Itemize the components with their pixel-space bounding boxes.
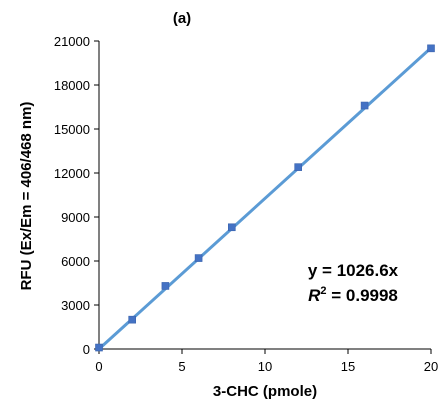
x-tick-label: 0 [95, 359, 102, 374]
r-squared-superscript: 2 [320, 285, 326, 297]
data-point [228, 223, 236, 232]
x-ticks: 0 5 10 15 20 [95, 349, 438, 374]
y-tick-label: 21000 [54, 34, 90, 49]
trendline-equation: y = 1026.6x [308, 261, 399, 280]
y-axis-title: RFU (Ex/Em = 406/468 nm) [18, 102, 35, 291]
data-point [427, 44, 435, 53]
x-tick-label: 20 [424, 359, 438, 374]
y-tick-label: 9000 [61, 210, 90, 225]
y-tick-label: 0 [83, 342, 90, 357]
data-point [194, 254, 203, 262]
x-tick-label: 5 [178, 359, 185, 374]
y-tick-label: 12000 [54, 166, 90, 181]
axes: 0 3000 6000 9000 12000 15000 18000 21000 0 5 10 15… [54, 34, 438, 374]
data-point [128, 315, 136, 324]
r-squared-symbol: R [308, 286, 321, 305]
panel-label: (a) [173, 10, 191, 27]
x-tick-label: 10 [258, 359, 272, 374]
r-squared-label: R2 = 0.9998 [308, 285, 398, 305]
trendline [97, 46, 433, 351]
data-point [95, 343, 103, 352]
data-point [360, 101, 369, 110]
data-points [95, 44, 435, 352]
y-ticks: 0 3000 6000 9000 12000 15000 18000 21000 [54, 34, 99, 357]
y-tick-label: 3000 [61, 298, 90, 313]
y-tick-label: 6000 [61, 254, 90, 269]
data-point [294, 163, 303, 171]
x-tick-label: 15 [341, 359, 355, 374]
x-axis-title: 3-CHC (pmole) [213, 383, 317, 400]
r-squared-value: = 0.9998 [327, 286, 398, 305]
data-point [161, 282, 170, 290]
y-tick-label: 18000 [54, 78, 90, 93]
y-tick-label: 15000 [54, 122, 90, 137]
